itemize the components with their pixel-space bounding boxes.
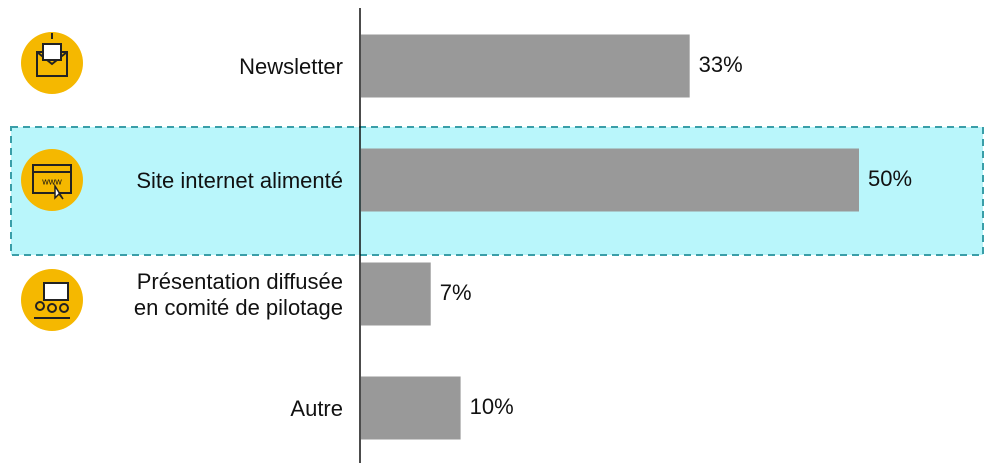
category-label: Présentation diffusée en comité de pilota… bbox=[134, 269, 343, 320]
value-label: 50% bbox=[868, 166, 912, 191]
bar bbox=[361, 376, 461, 440]
icon-website: www bbox=[21, 149, 83, 211]
icon-newsletter bbox=[21, 32, 83, 94]
value-label: 33% bbox=[699, 52, 743, 77]
value-label: 7% bbox=[440, 280, 472, 305]
category-label: Newsletter bbox=[239, 54, 343, 79]
icon-glyph: www bbox=[41, 176, 62, 186]
value-label: 10% bbox=[470, 394, 514, 419]
bar bbox=[361, 34, 690, 98]
icon-presentation bbox=[21, 269, 83, 331]
bar bbox=[361, 148, 859, 212]
category-label: Autre bbox=[290, 396, 343, 421]
category-label: Site internet alimenté bbox=[136, 168, 343, 193]
bar bbox=[361, 262, 431, 326]
